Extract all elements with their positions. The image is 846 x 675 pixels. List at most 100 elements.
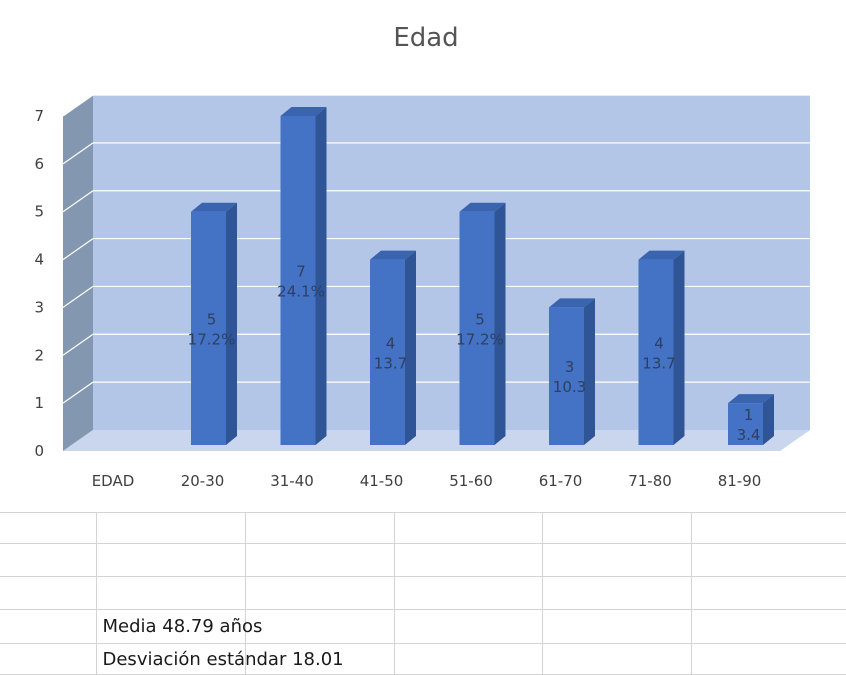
sheet-cell[interactable]: [393, 543, 543, 577]
bar-top: [459, 202, 506, 212]
side-wall: [63, 95, 93, 451]
sheet-cell[interactable]: [690, 643, 846, 675]
data-label-percent: 24.1%: [277, 283, 325, 301]
bar: [638, 250, 685, 445]
gridline-side: [62, 94, 94, 117]
back-wall: [93, 95, 810, 430]
sheet-cell[interactable]: [0, 609, 97, 644]
bar-top: [638, 250, 685, 260]
data-label-percent: 17.2%: [188, 330, 236, 348]
y-tick-label: 5: [34, 203, 44, 221]
sheet-cell[interactable]: [541, 512, 692, 544]
x-tick-label: 61-70: [539, 472, 583, 490]
sheet-cell[interactable]: [0, 576, 97, 610]
data-label-value: 4: [654, 334, 664, 352]
data-label-percent: 17.2%: [456, 330, 504, 348]
bar-side: [405, 250, 416, 445]
bar-top: [280, 107, 327, 116]
spreadsheet-grid: Media 48.79 años Desviación estándar 18.0…: [0, 512, 846, 675]
bar: [459, 202, 506, 445]
chart-title: Edad: [393, 23, 458, 53]
gridline-side: [62, 381, 94, 404]
x-tick-label: 20-30: [181, 472, 225, 490]
sheet-cell[interactable]: [393, 512, 543, 544]
sheet-cell[interactable]: Media 48.79 años: [95, 609, 262, 644]
bars: [191, 107, 774, 445]
bar: [191, 202, 237, 445]
x-tick-label: 51-60: [449, 472, 493, 490]
bar-side: [584, 298, 595, 445]
data-label-percent: 13.7: [642, 354, 675, 372]
sheet-cell[interactable]: [244, 643, 395, 675]
bar-front: [280, 116, 316, 445]
bar: [728, 394, 774, 445]
sheet-cell[interactable]: [541, 543, 692, 577]
sheet-cell[interactable]: [95, 512, 246, 544]
bar-side: [494, 202, 506, 445]
bar: [370, 250, 416, 445]
x-tick-label: 81-90: [718, 472, 762, 490]
y-axis-ticks: 0 1 2 3 4 5 6 7: [34, 107, 44, 460]
y-tick-label: 0: [34, 442, 44, 460]
data-label-value: 1: [744, 406, 754, 424]
bar-front: [549, 307, 584, 445]
sheet-cell[interactable]: [541, 609, 692, 644]
floor: [63, 430, 810, 451]
bar-front: [638, 259, 674, 445]
sheet-cell[interactable]: Desviación estándar 18.01: [95, 643, 344, 675]
sheet-cell[interactable]: [393, 643, 543, 675]
sheet-cell[interactable]: [541, 643, 692, 675]
gridline-side: [62, 285, 94, 308]
sheet-cell[interactable]: [244, 609, 395, 644]
gridline-side: [62, 190, 94, 213]
bar-front: [459, 211, 495, 445]
data-label-value: 5: [475, 310, 485, 328]
sheet-cell[interactable]: [541, 576, 692, 610]
sheet-row: [0, 543, 846, 577]
sheet-cell[interactable]: [95, 543, 246, 577]
data-label-value: 7: [296, 263, 306, 281]
y-tick-label: 1: [34, 394, 44, 412]
sheet-cell[interactable]: [690, 609, 846, 644]
y-tick-label: 4: [34, 251, 44, 269]
x-tick-label: EDAD: [92, 472, 135, 490]
bar-side: [673, 250, 685, 445]
bar: [549, 298, 595, 445]
sheet-cell[interactable]: [0, 512, 97, 544]
y-tick-label: 6: [34, 155, 44, 173]
chart-walls: [63, 95, 810, 451]
gridlines: [62, 94, 810, 404]
sheet-cell[interactable]: [0, 543, 97, 577]
sheet-cell[interactable]: [690, 543, 846, 577]
bar-front: [728, 403, 763, 445]
x-tick-label: 71-80: [628, 472, 672, 490]
sheet-cell[interactable]: [95, 576, 246, 610]
bar-top: [191, 202, 237, 212]
sheet-cell[interactable]: [393, 609, 543, 644]
gridline-side: [62, 238, 94, 261]
sheet-cell[interactable]: [393, 576, 543, 610]
gridline-side: [62, 333, 94, 356]
x-axis-ticks: EDAD 20-30 31-40 41-50 51-60 61-70 71-80 81-90: [92, 472, 762, 490]
y-tick-label: 3: [34, 298, 44, 316]
bar-front: [370, 259, 405, 445]
data-label-value: 4: [386, 334, 396, 352]
bar-top: [549, 298, 595, 308]
data-label-value: 3: [565, 358, 575, 376]
sheet-cell[interactable]: [244, 543, 395, 577]
sheet-cell[interactable]: [0, 643, 97, 675]
sheet-cell[interactable]: [244, 576, 395, 610]
data-label-value: 5: [207, 310, 217, 328]
data-label-percent: 13.7: [374, 354, 407, 372]
data-label-percent: 10.3: [553, 378, 586, 396]
data-label-percent: 3.4: [737, 426, 761, 444]
sheet-cell[interactable]: [690, 576, 846, 610]
sheet-cell[interactable]: [690, 512, 846, 544]
sheet-cell[interactable]: [244, 512, 395, 544]
data-labels: 5 17.2% 7 24.1% 4 13.7 5 17.2% 3 10.3 4 13.7 1 3.4: [188, 263, 761, 445]
sheet-row: Desviación estándar 18.01: [0, 643, 846, 675]
x-tick-label: 31-40: [270, 472, 314, 490]
bar-side: [763, 394, 774, 445]
